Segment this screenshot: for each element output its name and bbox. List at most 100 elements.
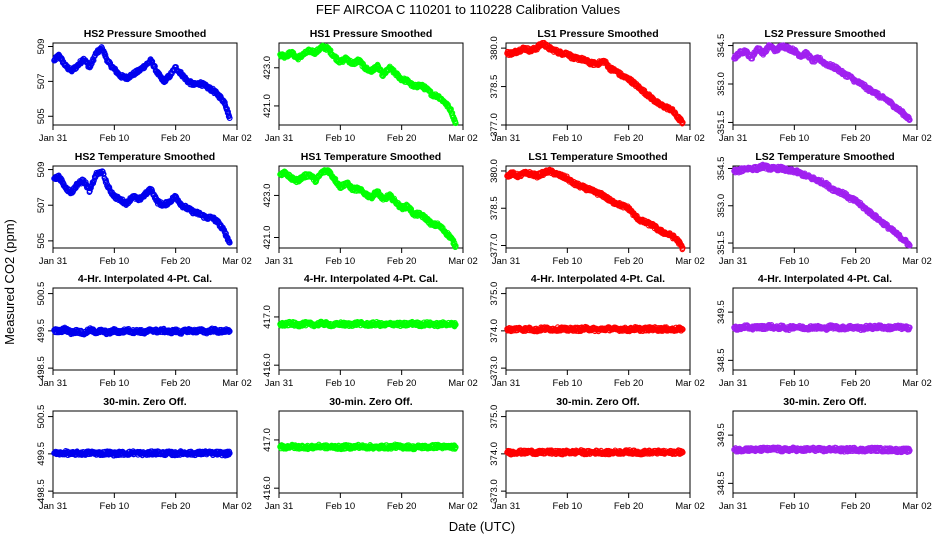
series-hs2 bbox=[51, 44, 233, 122]
panel-ls1-3: 4-Hr. Interpolated 4-Pt. Cal.Jan 31 Feb 1… bbox=[489, 273, 705, 389]
data-point-interp bbox=[102, 52, 109, 58]
data-point bbox=[452, 120, 459, 127]
y-tick-label: 351.5 bbox=[716, 111, 727, 135]
panel-hs2-3: 4-Hr. Interpolated 4-Pt. Cal.Jan 31 Feb 1… bbox=[36, 273, 252, 389]
x-tick-label: Feb 20 bbox=[387, 256, 417, 267]
x-tick-label: Feb 20 bbox=[161, 256, 191, 267]
x-tick-label: Mar 02 bbox=[675, 256, 705, 267]
series-hs1 bbox=[277, 167, 459, 251]
x-tick-label: Jan 31 bbox=[265, 133, 294, 144]
y-tick-label: 505 bbox=[36, 108, 47, 124]
plot-frame bbox=[278, 42, 464, 126]
y-tick-label: 421.0 bbox=[262, 226, 273, 250]
y-tick-label: 377.0 bbox=[489, 234, 500, 258]
y-tick-label: 417.0 bbox=[262, 305, 273, 329]
y-tick-label: 507 bbox=[36, 197, 47, 213]
y-tick-label: 349.5 bbox=[716, 300, 727, 324]
x-tick-label: Feb 20 bbox=[161, 133, 191, 144]
y-tick-label: 351.5 bbox=[716, 231, 727, 255]
panels-grid: HS2 Pressure Smoothed Jan 31 Feb 10 Feb 20 M… bbox=[36, 28, 932, 512]
y-tick-label: 378.5 bbox=[489, 75, 500, 99]
y-tick-label: 354.5 bbox=[716, 157, 727, 181]
y-tick-label: 498.5 bbox=[36, 356, 47, 380]
y-tick-label: 380.0 bbox=[489, 36, 500, 60]
data-point-interp bbox=[905, 113, 911, 120]
panel-title: 4-Hr. Interpolated 4-Pt. Cal. bbox=[78, 273, 212, 285]
x-tick-label: Mar 02 bbox=[902, 133, 932, 144]
x-tick-label: Feb 20 bbox=[161, 378, 191, 389]
x-tick-label: Jan 31 bbox=[719, 133, 748, 144]
y-tick-label: 348.5 bbox=[716, 348, 727, 372]
x-tick-label: Feb 20 bbox=[614, 256, 644, 267]
series-ls2 bbox=[731, 161, 913, 249]
x-tick-label: Mar 02 bbox=[222, 256, 252, 267]
x-tick-label: Mar 02 bbox=[675, 133, 705, 144]
data-point-interp bbox=[59, 56, 65, 62]
panel-title: LS2 Pressure Smoothed bbox=[764, 28, 885, 40]
y-axis-label: Measured CO2 (ppm) bbox=[2, 219, 17, 345]
x-tick-label: Feb 10 bbox=[780, 256, 810, 267]
panel-hs2-1: HS2 Pressure Smoothed Jan 31 Feb 10 Feb 20 M… bbox=[36, 28, 252, 144]
y-tick-label: 423.0 bbox=[262, 56, 273, 80]
panel-ls2-3: 4-Hr. Interpolated 4-Pt. Cal.Jan 31 Feb 1… bbox=[716, 273, 932, 389]
x-tick-label: Mar 02 bbox=[222, 133, 252, 144]
x-tick-label: Mar 02 bbox=[448, 378, 478, 389]
data-point-interp bbox=[63, 62, 69, 68]
y-tick-label: 377.0 bbox=[489, 113, 500, 137]
panel-title: 4-Hr. Interpolated 4-Pt. Cal. bbox=[758, 273, 892, 285]
series-ls2 bbox=[731, 42, 913, 123]
y-tick-label: 375.0 bbox=[489, 282, 500, 306]
panel-title: HS2 Temperature Smoothed bbox=[75, 151, 215, 163]
series-hs2 bbox=[51, 324, 233, 338]
data-point bbox=[226, 115, 233, 122]
data-point bbox=[221, 99, 228, 106]
y-tick-label: 423.0 bbox=[262, 184, 273, 208]
panel-title: HS1 Temperature Smoothed bbox=[301, 151, 441, 163]
y-tick-label: 507 bbox=[36, 73, 47, 89]
x-tick-label: Jan 31 bbox=[492, 133, 521, 144]
x-tick-label: Feb 10 bbox=[553, 256, 583, 267]
x-tick-label: Jan 31 bbox=[39, 133, 68, 144]
series-ls1 bbox=[504, 166, 686, 253]
x-tick-label: Feb 20 bbox=[387, 133, 417, 144]
y-tick-label: 380.0 bbox=[489, 159, 500, 183]
plot-frame bbox=[52, 42, 238, 126]
plot-frame bbox=[505, 42, 691, 126]
x-tick-label: Jan 31 bbox=[719, 378, 748, 389]
y-tick-label: 509 bbox=[36, 162, 47, 178]
y-tick-label: 378.5 bbox=[489, 196, 500, 220]
x-tick-label: Feb 20 bbox=[387, 378, 417, 389]
x-tick-label: Feb 20 bbox=[614, 133, 644, 144]
series-ls1 bbox=[504, 323, 686, 335]
series-hs1 bbox=[277, 318, 459, 330]
x-tick-label: Feb 20 bbox=[841, 133, 871, 144]
y-tick-label: 416.0 bbox=[262, 353, 273, 377]
x-tick-label: Feb 10 bbox=[100, 133, 130, 144]
x-tick-label: Feb 10 bbox=[326, 256, 356, 267]
y-tick-label: 500.5 bbox=[36, 282, 47, 306]
x-tick-label: Mar 02 bbox=[675, 378, 705, 389]
x-tick-label: Feb 20 bbox=[841, 378, 871, 389]
y-tick-label: 353.0 bbox=[716, 72, 727, 96]
panel-title: HS2 Pressure Smoothed bbox=[84, 28, 207, 40]
x-tick-label: Feb 10 bbox=[553, 378, 583, 389]
x-axis-label: Date (UTC) bbox=[449, 519, 515, 534]
x-tick-label: Feb 20 bbox=[614, 378, 644, 389]
y-tick-label: 509 bbox=[36, 39, 47, 55]
panel-hs1-3: 4-Hr. Interpolated 4-Pt. Cal.Jan 31 Feb 1… bbox=[262, 273, 478, 389]
y-tick-label: 374.0 bbox=[489, 319, 500, 343]
plot-frame bbox=[732, 165, 918, 249]
plot-frame bbox=[52, 165, 238, 249]
y-tick-label: 354.5 bbox=[716, 34, 727, 58]
data-point bbox=[679, 119, 686, 126]
x-tick-label: Mar 02 bbox=[448, 133, 478, 144]
data-point-interp bbox=[88, 61, 94, 68]
x-tick-label: Jan 31 bbox=[719, 256, 748, 267]
y-tick-label: 505 bbox=[36, 233, 47, 249]
panel-title: 4-Hr. Interpolated 4-Pt. Cal. bbox=[531, 273, 665, 285]
y-tick-label: 421.0 bbox=[262, 94, 273, 118]
x-tick-label: Feb 10 bbox=[553, 133, 583, 144]
